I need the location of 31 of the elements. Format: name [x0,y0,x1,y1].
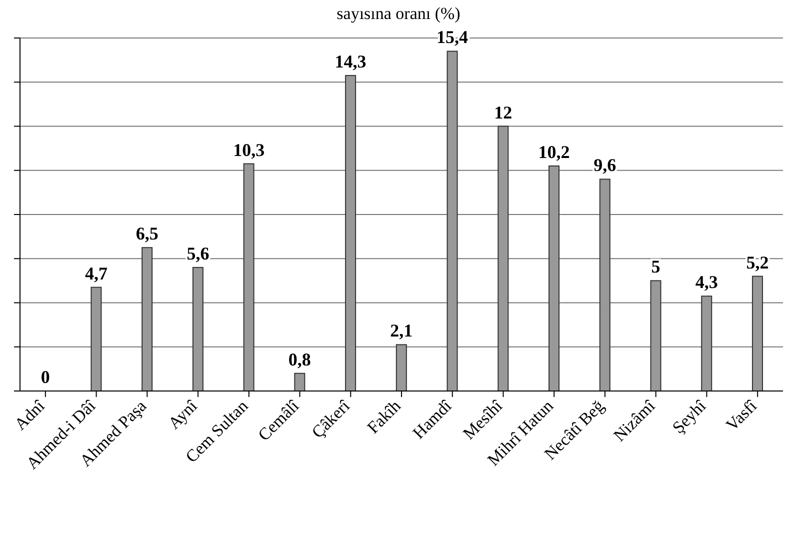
data-label: 14,3 [334,52,366,72]
data-label: 0 [40,367,50,387]
data-label: 5,6 [186,243,210,264]
data-label: 5 [651,256,660,277]
data-label: 4,7 [84,263,108,284]
data-label: 0,8 [288,349,311,370]
bar [548,165,560,392]
bar [650,280,662,392]
data-label: 6,5 [136,224,158,244]
x-tick-label: Vasfî [722,396,762,435]
bar [142,247,153,392]
chart-title: sayısına oranı (%) [336,4,462,24]
data-label: 12 [494,102,512,122]
bar [396,344,407,392]
bar [599,178,610,392]
data-label: 2,1 [390,320,413,341]
bar [498,126,509,392]
data-label: 10,2 [538,142,570,162]
bar [752,276,763,392]
data-label: 4,3 [695,272,718,292]
data-label: 9,6 [594,155,616,176]
data-label: 10,3 [233,140,265,160]
bar [701,296,712,392]
bar [446,50,458,392]
bar [192,266,204,392]
data-label: 15,4 [436,27,468,48]
bar [243,163,254,392]
bar [90,286,102,392]
bar [345,75,356,392]
data-label: 5,2 [746,252,769,272]
bar [294,372,306,392]
